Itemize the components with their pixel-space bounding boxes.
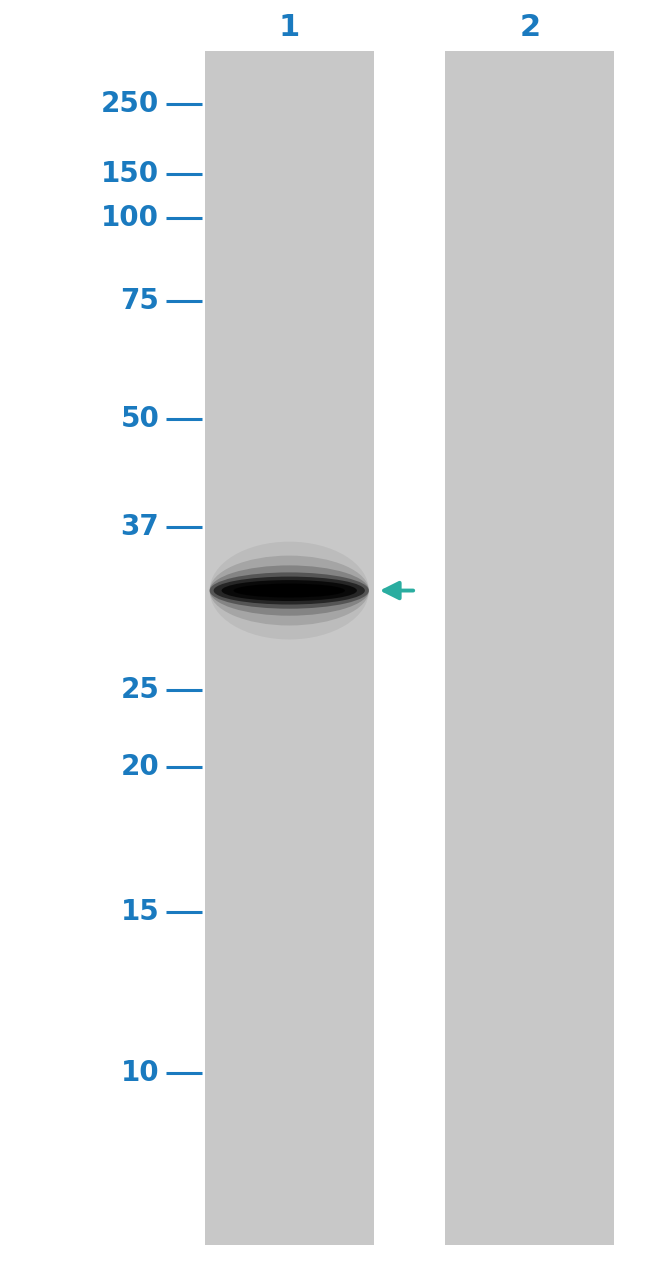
Text: 37: 37 <box>120 513 159 541</box>
Bar <box>205 51 374 1245</box>
Ellipse shape <box>209 542 369 640</box>
Ellipse shape <box>250 587 329 594</box>
Text: 15: 15 <box>120 898 159 926</box>
Ellipse shape <box>214 577 365 605</box>
Text: 100: 100 <box>101 204 159 232</box>
Text: 10: 10 <box>121 1059 159 1087</box>
Ellipse shape <box>233 584 345 598</box>
Bar <box>445 51 614 1245</box>
Text: 250: 250 <box>101 90 159 118</box>
Text: 1: 1 <box>279 14 300 42</box>
Text: 75: 75 <box>120 287 159 315</box>
Text: 25: 25 <box>120 676 159 704</box>
Ellipse shape <box>209 556 369 626</box>
Text: 20: 20 <box>120 753 159 781</box>
Text: 150: 150 <box>101 160 159 188</box>
Text: 50: 50 <box>120 405 159 433</box>
Ellipse shape <box>209 565 369 616</box>
Text: 2: 2 <box>519 14 540 42</box>
Ellipse shape <box>222 580 357 601</box>
Ellipse shape <box>209 573 369 608</box>
